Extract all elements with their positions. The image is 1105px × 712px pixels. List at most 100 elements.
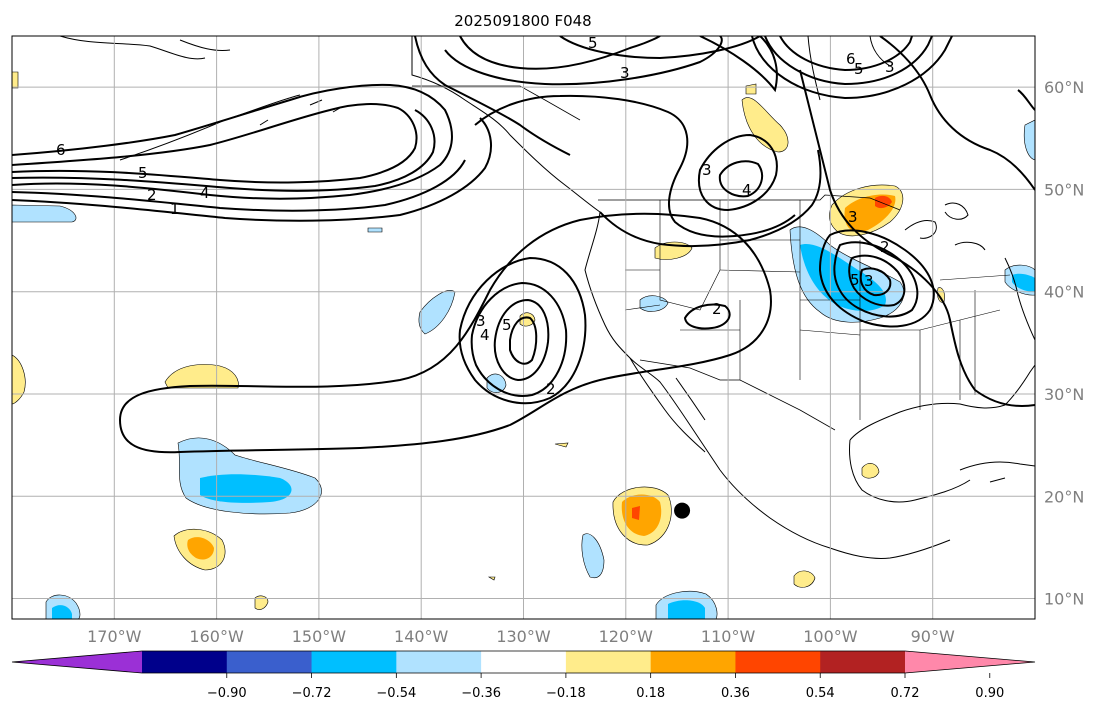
fill-region-tropic-2-dark bbox=[668, 600, 705, 619]
contour-central-ne bbox=[599, 149, 822, 248]
contour-ridge bbox=[474, 94, 796, 238]
colorbar-tick-label: −0.54 bbox=[376, 686, 416, 701]
fill-region-small-y3 bbox=[487, 576, 496, 581]
longitude-tick-label: 90°W bbox=[911, 627, 955, 646]
border-canada-alaska bbox=[412, 85, 581, 121]
contour-north-5 bbox=[459, 36, 661, 70]
colorbar-segment bbox=[820, 651, 906, 673]
longitude-tick-label: 160°W bbox=[189, 627, 244, 646]
map-area: 6 5 4 2 1 5 3 6 5 3 3 4 3 4 5 2 2 5 3 3 … bbox=[12, 36, 1035, 619]
contour-plains-outer bbox=[799, 69, 1035, 408]
contour-plains-3 bbox=[848, 254, 906, 307]
colorbar bbox=[11, 650, 1036, 674]
fill-region-nw-pacific bbox=[12, 204, 77, 223]
latitude-tick-label: 40°N bbox=[1044, 283, 1084, 302]
colorbar-outline bbox=[11, 650, 1036, 674]
fill-region-canada-small bbox=[745, 83, 757, 95]
contour-labels: 6 5 4 2 1 5 3 6 5 3 3 4 3 4 5 2 2 5 3 3 … bbox=[56, 36, 895, 398]
contour-label: 4 bbox=[200, 184, 210, 202]
colorbar-segment bbox=[565, 651, 652, 673]
latitude-labels: 10°N 20°N 30°N 40°N 50°N 60°N bbox=[1044, 78, 1084, 608]
contour-label: 5 bbox=[850, 271, 860, 289]
fill-region-ne-edge bbox=[1023, 119, 1035, 161]
contour-pacific-2 bbox=[12, 83, 453, 200]
fill-region-tropic-orange bbox=[621, 494, 662, 536]
fill-region-nevada bbox=[639, 295, 669, 312]
contour-label: 3 bbox=[702, 161, 712, 179]
coast-great-lakes bbox=[904, 202, 986, 251]
latitude-tick-label: 30°N bbox=[1044, 385, 1084, 404]
contour-pacific-4 bbox=[12, 109, 436, 192]
fill-region-gulf-y bbox=[861, 463, 880, 479]
contour-label: 3 bbox=[476, 312, 486, 330]
longitude-tick-label: 130°W bbox=[496, 627, 551, 646]
fill-region-small-1 bbox=[367, 227, 383, 233]
contour-label: 1 bbox=[170, 200, 180, 218]
fill-region-offshore bbox=[418, 290, 456, 335]
fill-region-plains-dark bbox=[800, 244, 886, 311]
contour-label: 3 bbox=[848, 208, 858, 226]
border-us-canada bbox=[598, 194, 901, 211]
colorbar-tick-label: 0.18 bbox=[636, 686, 665, 701]
fill-region-small-y1 bbox=[254, 595, 269, 610]
contour-east-tail bbox=[1017, 89, 1035, 111]
colorbar-tick-label: −0.72 bbox=[292, 686, 332, 701]
contour-layer bbox=[12, 36, 1035, 454]
contour-nw-1 bbox=[414, 36, 571, 156]
latitude-tick-label: 20°N bbox=[1044, 487, 1084, 506]
contour-pacific-6 bbox=[12, 117, 492, 222]
longitude-tick-label: 150°W bbox=[292, 627, 347, 646]
contour-north-big bbox=[699, 36, 778, 93]
colorbar-segment bbox=[142, 651, 228, 673]
longitude-tick-label: 140°W bbox=[394, 627, 449, 646]
coast-gulf bbox=[849, 402, 1006, 503]
longitude-tick-label: 170°W bbox=[87, 627, 142, 646]
gridlines bbox=[12, 36, 1035, 619]
contour-trough-3 bbox=[697, 133, 778, 212]
latitude-tick-label: 10°N bbox=[1044, 590, 1084, 609]
coast-florida bbox=[1004, 364, 1035, 406]
fill-region-pacific-sw-dark bbox=[52, 605, 72, 619]
contour-low-5 bbox=[493, 298, 550, 382]
contour-label: 5 bbox=[854, 60, 864, 78]
colorbar-tick-label: 0.72 bbox=[891, 686, 920, 701]
longitude-tick-label: 100°W bbox=[803, 627, 858, 646]
colorbar-segment bbox=[226, 651, 313, 673]
contour-plains-1 bbox=[818, 229, 935, 328]
colorbar-segment bbox=[735, 651, 821, 673]
chart-title: 2025091800 F048 bbox=[454, 12, 591, 30]
colorbar-segment bbox=[650, 651, 736, 673]
coast-east bbox=[1004, 257, 1035, 341]
contour-label: 2 bbox=[712, 300, 722, 318]
contour-label: 3 bbox=[864, 272, 874, 290]
latitude-tick-label: 50°N bbox=[1044, 180, 1084, 199]
fill-region-carib-y bbox=[793, 570, 816, 588]
storm-marker bbox=[674, 502, 691, 519]
contour-label: 4 bbox=[742, 181, 752, 199]
fill-region-east-dark bbox=[1012, 273, 1035, 292]
longitude-tick-label: 110°W bbox=[701, 627, 756, 646]
colorbar-tick-label: −0.90 bbox=[207, 686, 247, 701]
contour-offshore-2 bbox=[118, 212, 772, 454]
contour-sw-2 bbox=[683, 303, 731, 330]
contour-low-3 bbox=[458, 256, 587, 405]
contour-label: 6 bbox=[56, 141, 66, 159]
contour-pacific-3 bbox=[12, 103, 418, 184]
contour-north-arc bbox=[559, 36, 761, 60]
coast-cuba bbox=[959, 461, 1035, 483]
map-frame bbox=[11, 35, 1036, 620]
contour-label: 2 bbox=[546, 380, 556, 398]
fill-region-canada bbox=[741, 97, 789, 153]
contour-ne-6 bbox=[779, 36, 913, 72]
longitude-tick-label: 120°W bbox=[599, 627, 654, 646]
colorbar-tick-label: −0.36 bbox=[461, 686, 501, 701]
colorbar-tick-label: −0.18 bbox=[546, 686, 586, 701]
contour-plains-2 bbox=[833, 241, 919, 318]
longitude-labels: 170°W 160°W 150°W 140°W 130°W 120°W 110°W 100°W… bbox=[87, 627, 955, 646]
contour-label: 5 bbox=[138, 164, 148, 182]
colorbar-tick-label: 0.36 bbox=[721, 686, 750, 701]
contour-east-1 bbox=[879, 36, 1035, 191]
fill-region-hawaii-dark bbox=[200, 474, 292, 503]
contour-label: 2 bbox=[880, 238, 890, 256]
